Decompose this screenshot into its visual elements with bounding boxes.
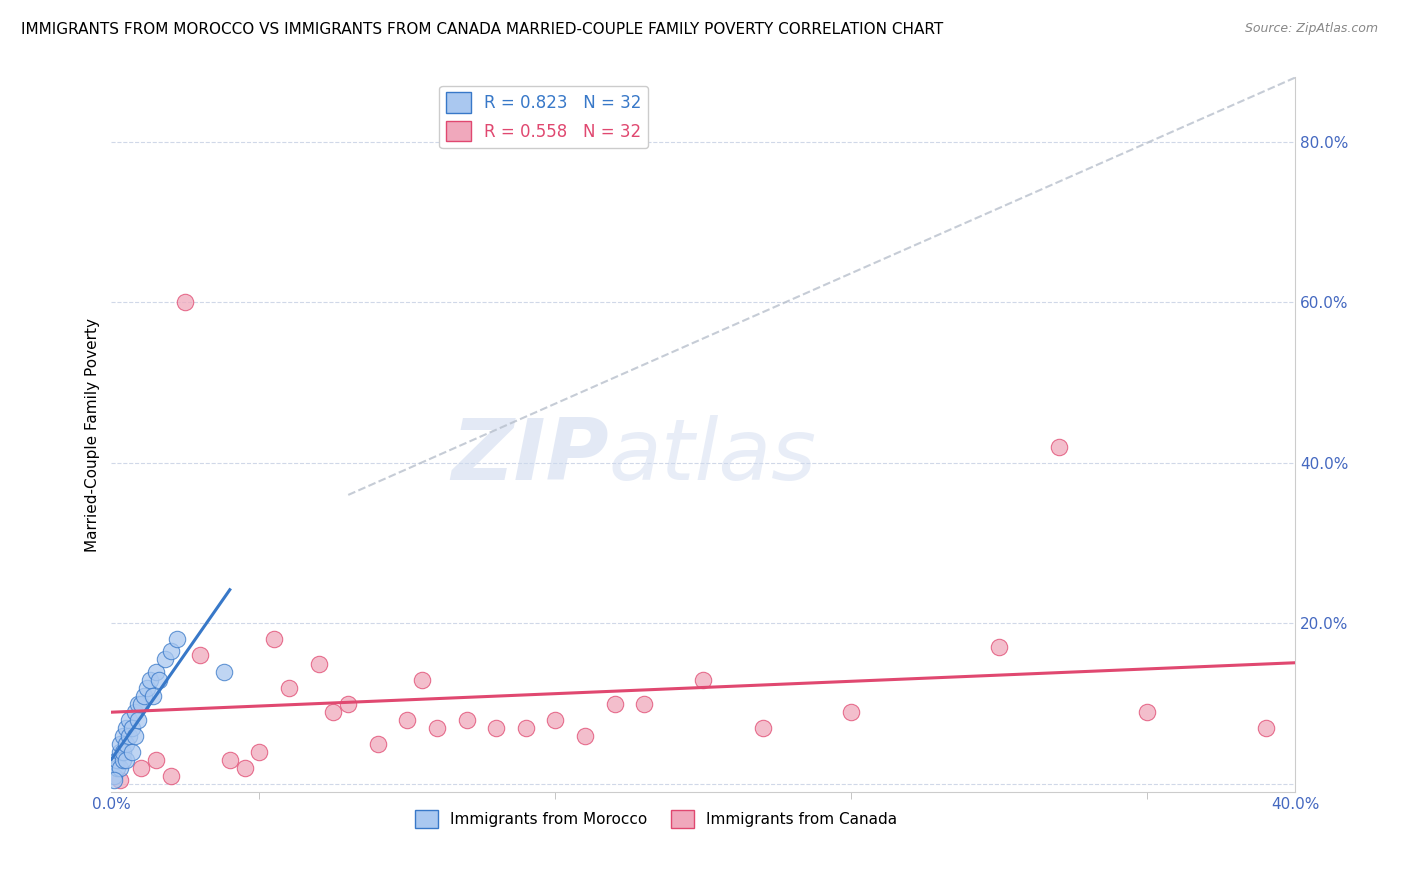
Point: [105, 753, 128, 767]
Point: [1254, 721, 1277, 735]
Point: [115, 737, 138, 751]
Point: [136, 681, 159, 695]
Point: [367, 737, 389, 751]
Point: [337, 697, 360, 711]
Point: [110, 737, 132, 751]
Point: [132, 689, 155, 703]
Point: [159, 644, 181, 658]
Point: [411, 673, 433, 687]
Legend: Immigrants from Morocco, Immigrants from Canada: Immigrants from Morocco, Immigrants from…: [409, 804, 903, 834]
Point: [263, 632, 285, 647]
Point: [218, 753, 240, 767]
Point: [118, 713, 141, 727]
Point: [127, 713, 149, 727]
Point: [153, 652, 176, 666]
Text: Source: ZipAtlas.com: Source: ZipAtlas.com: [1244, 22, 1378, 36]
Point: [145, 665, 167, 679]
Point: [174, 295, 197, 310]
Point: [574, 729, 596, 743]
Point: [249, 745, 271, 759]
Point: [1136, 705, 1159, 719]
Point: [841, 705, 863, 719]
Point: [603, 697, 626, 711]
Point: [308, 657, 330, 671]
Point: [544, 713, 567, 727]
Point: [188, 648, 211, 663]
Point: [121, 721, 143, 735]
Point: [112, 729, 135, 743]
Point: [692, 673, 714, 687]
Point: [112, 753, 135, 767]
Text: IMMIGRANTS FROM MOROCCO VS IMMIGRANTS FROM CANADA MARRIED-COUPLE FAMILY POVERTY : IMMIGRANTS FROM MOROCCO VS IMMIGRANTS FR…: [21, 22, 943, 37]
Text: ZIP: ZIP: [451, 415, 609, 498]
Point: [110, 772, 132, 787]
Point: [112, 745, 135, 759]
Point: [233, 761, 256, 775]
Point: [105, 761, 128, 775]
Point: [485, 721, 508, 735]
Point: [124, 705, 146, 719]
Point: [396, 713, 419, 727]
Point: [103, 772, 125, 787]
Point: [212, 665, 235, 679]
Point: [633, 697, 655, 711]
Point: [988, 640, 1011, 655]
Point: [456, 713, 478, 727]
Point: [118, 729, 141, 743]
Point: [166, 632, 188, 647]
Point: [515, 721, 537, 735]
Point: [121, 745, 143, 759]
Text: atlas: atlas: [609, 415, 817, 498]
Point: [322, 705, 344, 719]
Point: [127, 697, 149, 711]
Point: [139, 673, 162, 687]
Point: [148, 673, 170, 687]
Point: [145, 753, 167, 767]
Point: [129, 697, 152, 711]
Point: [110, 761, 132, 775]
Point: [110, 745, 132, 759]
Point: [115, 721, 138, 735]
Point: [129, 761, 152, 775]
Point: [124, 729, 146, 743]
Point: [142, 689, 165, 703]
Point: [115, 753, 138, 767]
Point: [103, 769, 125, 783]
Y-axis label: Married-Couple Family Poverty: Married-Couple Family Poverty: [86, 318, 100, 551]
Point: [1047, 440, 1070, 454]
Point: [426, 721, 449, 735]
Point: [159, 769, 181, 783]
Point: [278, 681, 301, 695]
Point: [751, 721, 773, 735]
